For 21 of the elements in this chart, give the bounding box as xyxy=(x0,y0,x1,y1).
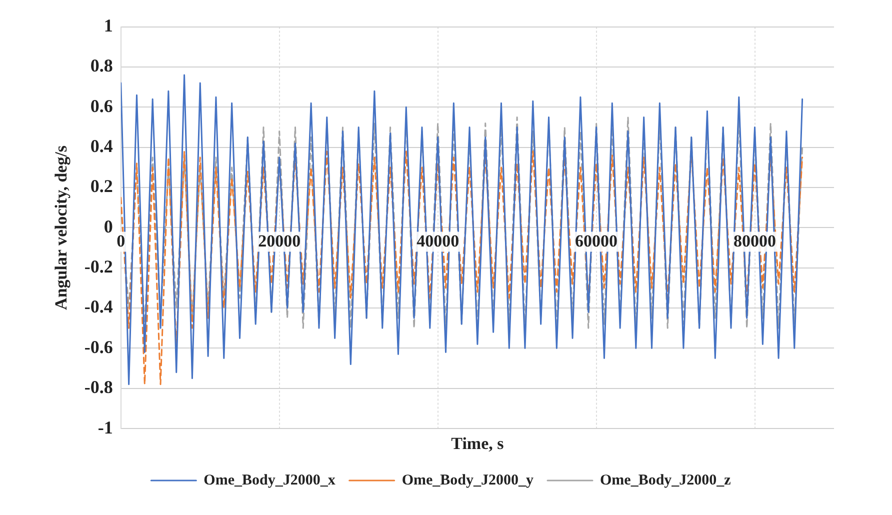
y-tick-label: -0.2 xyxy=(84,256,113,277)
y-tick-label: -0.6 xyxy=(84,336,113,357)
y-tick-label: 0.6 xyxy=(90,96,113,116)
y-axis-title: Angular velocity, deg/s xyxy=(52,145,71,310)
y-tick-label: 0.8 xyxy=(90,56,113,76)
y-tick-label: 0 xyxy=(104,216,113,236)
x-tick-label: 20000 xyxy=(258,232,301,251)
y-tick-label: 1 xyxy=(104,15,113,36)
x-tick-label: 40000 xyxy=(416,232,460,251)
x-tick-label: 0 xyxy=(116,232,126,251)
x-tick-label: 60000 xyxy=(575,232,618,251)
y-tick-label: -1 xyxy=(98,417,113,438)
x-axis-title: Time, s xyxy=(451,434,504,454)
y-tick-label: -0.4 xyxy=(84,296,113,317)
legend-label: Ome_Body_J2000_z xyxy=(600,472,732,488)
legend-label: Ome_Body_J2000_x xyxy=(204,472,336,488)
y-tick-label: 0.2 xyxy=(90,176,113,196)
x-tick-label: 80000 xyxy=(734,232,776,251)
y-tick-label: -0.8 xyxy=(84,377,113,398)
legend-label: Ome_Body_J2000_y xyxy=(402,472,534,488)
y-tick-label: 0.4 xyxy=(90,136,113,156)
